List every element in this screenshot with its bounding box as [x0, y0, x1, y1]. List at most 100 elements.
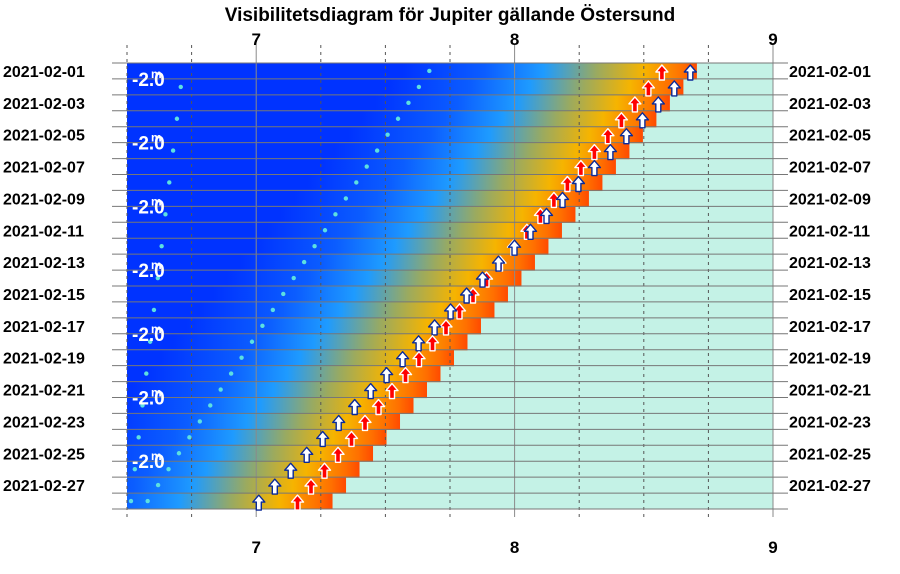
x-tick-label-top: 7 — [251, 30, 260, 49]
jupiter-rise-arrow — [348, 398, 362, 416]
magnitude-label: -2.0 — [132, 452, 165, 473]
date-label-left: 2021-02-05 — [3, 128, 85, 145]
sunrise-arrow — [601, 127, 615, 145]
sky-band — [127, 349, 454, 367]
jupiter-rise-arrow — [491, 255, 506, 272]
jupiter-rise-arrow — [459, 287, 474, 304]
jupiter-rise-arrow — [475, 271, 490, 288]
sky-band — [127, 445, 374, 462]
dawn-dot — [406, 100, 411, 106]
dawn-dot — [228, 371, 234, 376]
magnitude-dot — [128, 498, 134, 504]
sky-band-row — [127, 477, 347, 494]
chart-title: Visibilitetsdiagram för Jupiter gällande… — [225, 5, 675, 26]
date-label-left: 2021-02-03 — [3, 96, 85, 113]
magnitude-unit: m — [151, 67, 162, 81]
sky-band-row — [127, 317, 481, 335]
jupiter-rise-arrow — [683, 64, 697, 81]
date-label-right: 2021-02-17 — [789, 319, 871, 336]
dawn-dot — [176, 451, 182, 456]
x-tick-label-bottom: 7 — [251, 538, 260, 557]
sky-band — [127, 461, 360, 478]
sky-band-row — [127, 286, 508, 303]
sky-band — [127, 238, 549, 255]
magnitude-dot — [167, 180, 172, 185]
sky-band-row — [127, 270, 522, 287]
jupiter-rise-arrow — [379, 366, 394, 384]
sunrise-arrow — [574, 159, 588, 177]
dawn-dot — [333, 212, 338, 217]
sunrise-arrow — [371, 398, 386, 416]
magnitude-unit: m — [151, 194, 162, 208]
sky-band — [127, 477, 347, 494]
dawn-dot — [260, 323, 265, 329]
sky-band — [127, 333, 468, 351]
x-tick-label-top: 9 — [768, 30, 777, 49]
sky-band — [127, 254, 535, 271]
dawn-dot — [239, 355, 244, 360]
date-label-right: 2021-02-25 — [789, 446, 871, 463]
sky-band — [127, 222, 562, 239]
jupiter-rise-arrow — [284, 462, 298, 479]
sky-band — [127, 110, 657, 128]
sky-band-row — [127, 63, 697, 80]
sky-band-row — [127, 381, 427, 399]
dawn-dot — [385, 132, 390, 137]
jupiter-rise-arrow — [619, 127, 634, 145]
sunrise-arrow — [344, 430, 359, 448]
x-tick-label-top: 8 — [510, 30, 519, 49]
jupiter-rise-arrow — [603, 143, 618, 161]
date-label-right: 2021-02-27 — [789, 478, 871, 495]
dawn-dot — [354, 180, 359, 185]
dawn-dot — [343, 196, 349, 201]
sky-band — [127, 158, 616, 176]
dawn-dot — [187, 435, 192, 440]
jupiter-rise-arrow — [539, 207, 554, 225]
magnitude-unit: m — [151, 449, 162, 463]
magnitude-dot — [178, 84, 183, 90]
date-label-left: 2021-02-23 — [3, 414, 85, 431]
dawn-dot — [270, 307, 276, 313]
date-label-right: 2021-02-09 — [789, 191, 871, 208]
sky-band — [127, 126, 643, 144]
sky-band-row — [127, 333, 468, 351]
dawn-dot — [301, 259, 307, 265]
magnitude-unit: m — [151, 258, 162, 272]
jupiter-rise-arrow — [300, 446, 314, 463]
dawn-dot — [218, 387, 223, 392]
sky-band — [127, 413, 401, 430]
sky-band-row — [127, 78, 684, 96]
jupiter-rise-arrow — [587, 159, 602, 177]
sunrise-arrow — [358, 414, 372, 432]
dawn-dot — [427, 68, 432, 74]
jupiter-rise-arrow — [364, 382, 378, 400]
magnitude-unit: m — [151, 386, 162, 400]
jupiter-rise-arrow — [332, 414, 346, 432]
jupiter-rise-arrow — [316, 430, 330, 448]
sky-band — [127, 63, 697, 80]
dawn-dot — [249, 339, 255, 344]
sky-band-row — [127, 254, 535, 271]
date-label-right: 2021-02-11 — [789, 223, 870, 240]
sky-band — [127, 317, 481, 335]
sky-band-row — [127, 206, 576, 223]
dawn-dot — [312, 243, 317, 249]
date-label-left: 2021-02-19 — [3, 351, 85, 368]
sky-band-row — [127, 365, 441, 383]
jupiter-rise-arrow — [443, 303, 458, 320]
sky-band-row — [127, 461, 360, 478]
date-label-left: 2021-02-21 — [3, 383, 85, 400]
date-label-left: 2021-02-09 — [3, 191, 85, 208]
sky-band-row — [127, 158, 616, 176]
date-label-left: 2021-02-25 — [3, 446, 85, 463]
sky-band-row — [127, 126, 643, 144]
jupiter-rise-arrow — [523, 223, 538, 240]
sky-band-row — [127, 397, 414, 415]
date-label-left: 2021-02-27 — [3, 478, 85, 495]
sunrise-arrow — [587, 143, 602, 161]
date-label-right: 2021-02-03 — [789, 96, 871, 113]
sunrise-arrow — [614, 112, 629, 129]
date-label-left: 2021-02-11 — [3, 223, 84, 240]
date-label-right: 2021-02-15 — [789, 287, 871, 304]
